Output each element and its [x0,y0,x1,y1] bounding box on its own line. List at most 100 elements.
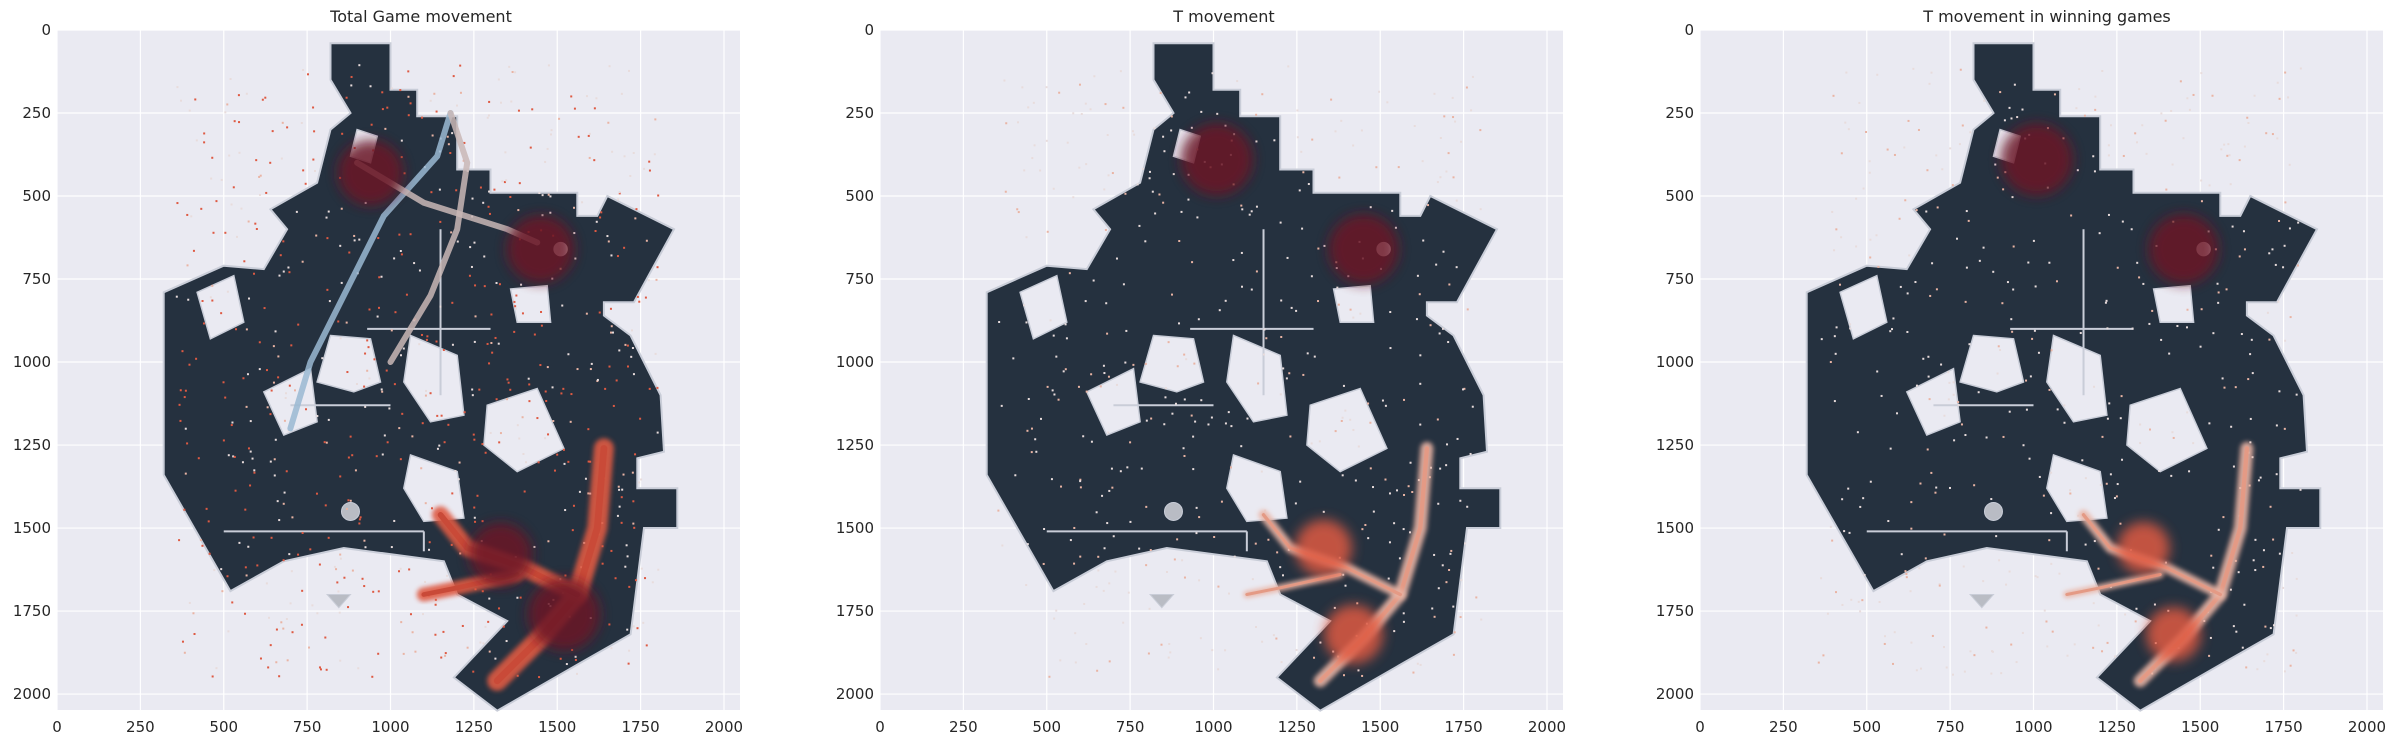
x-tick-label-2: 500 [1852,718,1881,736]
heat-dot [2212,566,2215,569]
heat-dot [1994,163,1997,166]
heat-dot [232,186,235,189]
heat-dot [195,139,198,142]
heat-dot [1218,309,1221,312]
heat-dot [1323,244,1326,247]
heat-dot [1445,581,1448,584]
heat-dot [324,504,327,507]
heat-dot [186,264,189,267]
heat-dot [1441,327,1444,330]
heat-dot [1877,265,1880,268]
x-tick-label-3: 750 [293,718,322,736]
heat-dot [523,490,526,493]
heat-dot [508,65,511,68]
heat-dot [634,579,637,582]
heat-dot [312,158,315,161]
heat-dot [258,175,261,178]
heat-dot [2186,308,2189,311]
heat-dot [274,330,277,333]
heat-dot [1207,423,1210,426]
map-void-1 [1139,334,1205,393]
heat-dot [1106,522,1109,525]
heat-dot [1384,478,1387,481]
heat-dot [544,160,547,163]
heat-dot [1279,221,1282,224]
heat-dot [2232,625,2235,628]
heat-dot [215,200,218,203]
heat-dot [2299,488,2302,491]
heat-dot [295,210,298,213]
heat-dot [1917,128,1920,131]
heat-dot [595,97,598,100]
heat-dot [375,455,378,458]
heat-dot [2192,93,2195,96]
heat-dot [2231,225,2234,228]
heat-dot [345,96,348,99]
heat-dot [1831,210,1834,213]
heat-dot [1982,580,1985,583]
heat-dot [1960,423,1963,426]
heat-dot [531,108,534,111]
heat-dot [1953,439,1956,442]
heat-dot [358,522,361,525]
heat-dot [2295,651,2298,654]
heat-dot [490,313,493,316]
heat-dot [476,494,479,497]
heat-dot [1905,572,1908,575]
heat-dot [998,321,1001,324]
heat-dot [1025,236,1028,239]
heat-dot [231,601,234,604]
heat-dot [1369,467,1372,470]
heat-dot [1878,600,1881,603]
heat-dot [1181,559,1184,562]
heat-dot [2249,417,2252,420]
heat-dot [997,509,1000,512]
heat-dot [1998,559,2001,562]
heat-dot [291,516,294,519]
heat-dot [541,214,544,217]
heat-dot [368,308,371,311]
heat-dot [488,650,491,653]
heat-dot [1909,590,1912,593]
heat-dot [1886,148,1889,151]
heat-dot [247,447,250,450]
heat-dot [269,413,272,416]
heat-dot [1893,631,1896,634]
heat-dot [314,170,317,173]
heat-dot [1375,166,1378,169]
heat-dot [408,568,411,571]
heat-dot [1073,526,1076,529]
heat-dot [1859,610,1862,613]
heat-dot [1922,357,1925,360]
heat-dot [370,123,373,126]
heat-dot [2192,442,2195,445]
heat-dot [400,621,403,624]
heat-dot [1319,641,1322,644]
heat-dot [1843,530,1846,533]
heat-dot [1889,330,1892,333]
heat-dot [1372,510,1375,513]
heat-dot [233,455,236,458]
heat-dot [1433,553,1436,556]
heat-dot [589,460,592,463]
heat-dot [2079,332,2082,335]
hotspot-1 [1328,214,1399,285]
heat-dot [1048,675,1051,678]
heat-dot [421,422,424,425]
heat-dot [623,155,626,158]
heat-dot [2229,588,2232,591]
heat-dot [2243,603,2246,606]
heat-dot [1065,337,1068,340]
heat-dot [1817,661,1820,664]
heat-dot [2186,97,2189,100]
heat-dot [339,659,342,662]
heat-dot [1026,429,1029,432]
heat-dot [1369,421,1372,424]
heat-dot [1820,577,1823,580]
heat-dot [1448,283,1451,286]
heat-dot [1184,96,1187,99]
heat-dot [1480,618,1483,621]
heat-dot [644,296,647,299]
heat-dot [1920,667,1923,670]
x-tick-label-7: 1750 [2265,718,2303,736]
